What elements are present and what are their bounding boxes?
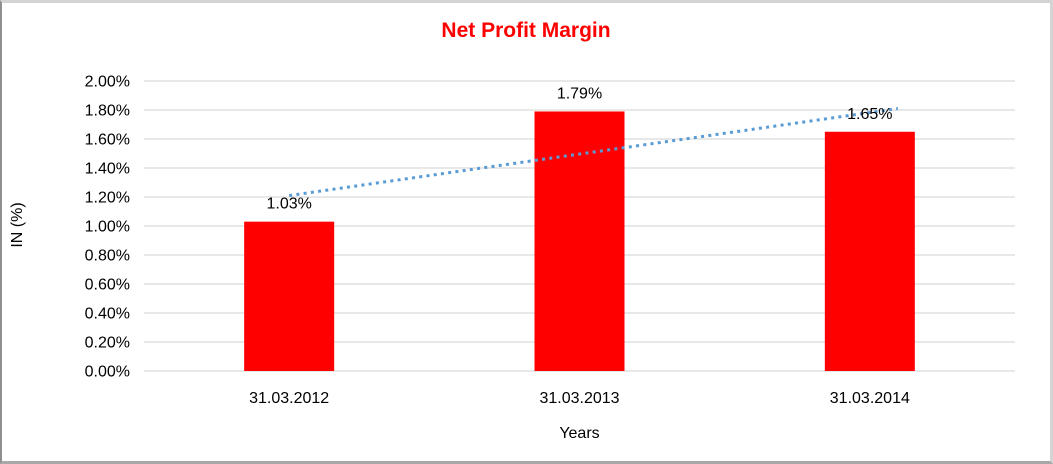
bar-value-label: 1.65%: [847, 106, 892, 123]
y-tick-label: 1.40%: [85, 161, 130, 178]
y-tick-label: 0.00%: [85, 364, 130, 381]
y-tick-label: 0.80%: [85, 248, 130, 265]
y-tick-label: 0.60%: [85, 277, 130, 294]
plot-area: 0.00% 0.20% 0.40% 0.60% 0.80% 1.00% 1.20% 1.40%…: [85, 74, 1015, 407]
x-tick-label: 31.03.2012: [249, 390, 329, 407]
y-tick-label: 1.80%: [85, 103, 130, 120]
bar: [534, 111, 625, 371]
x-tick-label: 31.03.2014: [830, 390, 910, 407]
y-tick-label: 1.00%: [85, 219, 130, 236]
trendline: [288, 107, 899, 198]
y-tick-label: 2.00%: [85, 74, 130, 91]
chart-title: Net Profit Margin: [441, 19, 611, 42]
bar: [824, 131, 915, 371]
bar-value-label: 1.03%: [266, 196, 311, 213]
bar: [244, 221, 335, 371]
y-tick-label: 0.20%: [85, 335, 130, 352]
x-axis-title: Years: [559, 425, 600, 442]
y-tick-label: 0.40%: [85, 306, 130, 323]
y-tick-label: 1.20%: [85, 190, 130, 207]
y-tick-label: 1.60%: [85, 132, 130, 149]
bar-value-label: 1.79%: [557, 85, 602, 102]
x-tick-label: 31.03.2013: [539, 390, 619, 407]
